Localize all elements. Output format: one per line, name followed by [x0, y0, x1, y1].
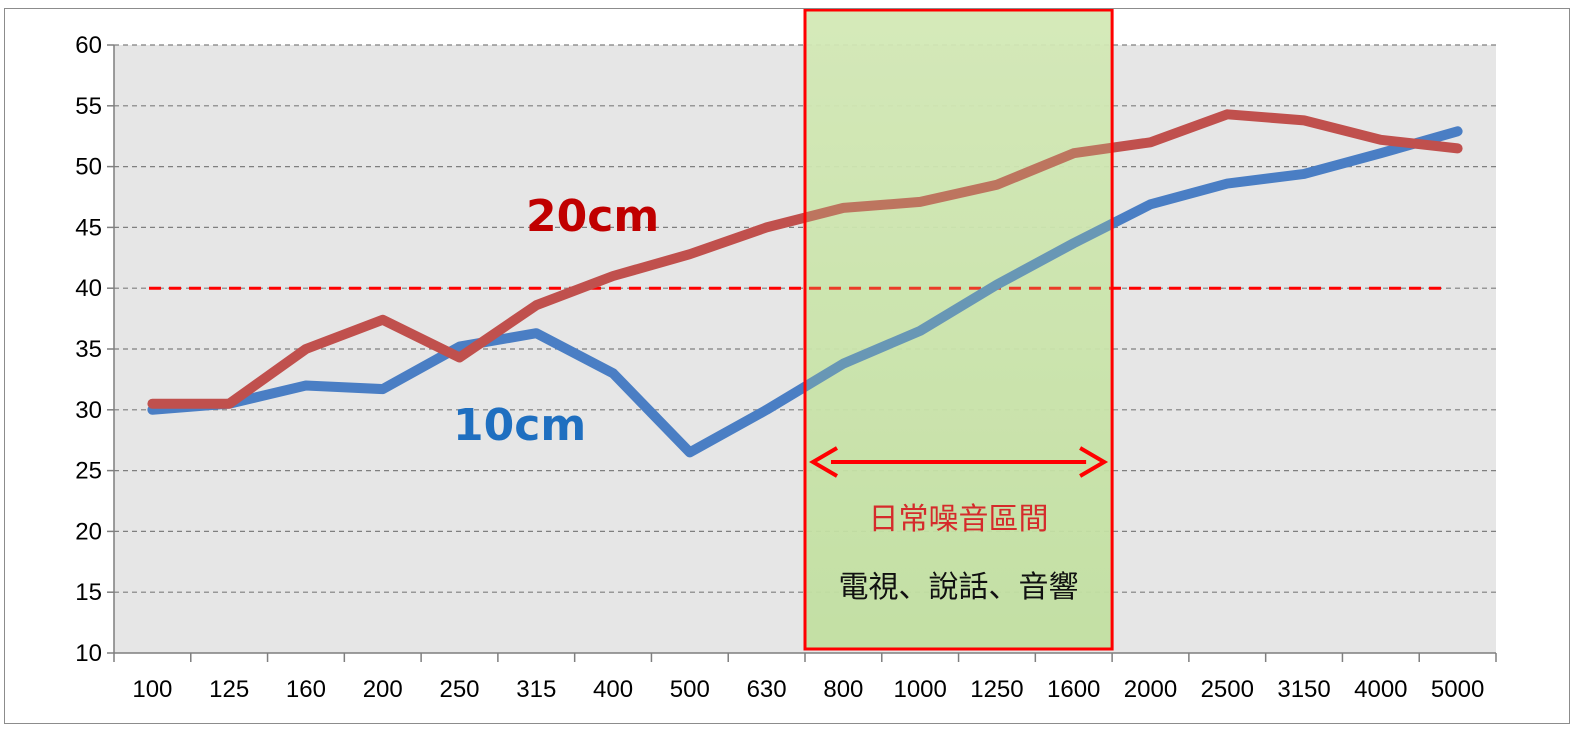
x-tick-label: 1250 [970, 676, 1023, 703]
x-tick-label: 160 [286, 676, 326, 703]
y-tick-label: 35 [75, 336, 102, 363]
y-tick-label: 20 [75, 518, 102, 545]
x-tick-label: 2500 [1201, 676, 1254, 703]
x-tick-label: 800 [823, 676, 863, 703]
x-tick-label: 630 [747, 676, 787, 703]
chart-frame: 10 15 20 25 30 35 40 45 50 55 60 100 125 160 200 250 315… [4, 8, 1570, 724]
y-tick-label: 60 [75, 32, 102, 59]
x-tick-label: 3150 [1277, 676, 1330, 703]
region-subtitle: 電視、說話、音響 [839, 570, 1079, 605]
x-tick-label: 500 [670, 676, 710, 703]
line-chart: 10 15 20 25 30 35 40 45 50 55 60 100 125 160 200 250 315… [75, 9, 1497, 703]
highlight-region-tint [805, 10, 1113, 649]
x-tick-label: 200 [363, 676, 403, 703]
region-title: 日常噪音區間 [869, 502, 1049, 537]
x-tick-label: 315 [516, 676, 556, 703]
x-tick-label: 2000 [1124, 676, 1177, 703]
y-tick-label: 40 [75, 275, 102, 302]
y-tick-label: 30 [75, 397, 102, 424]
x-tick-label: 4000 [1354, 676, 1407, 703]
x-tick-label: 400 [593, 676, 633, 703]
range-arrow-right-head [1079, 446, 1109, 478]
x-tick-label: 100 [132, 676, 172, 703]
series-label-10cm: 10cm [453, 400, 586, 451]
range-arrow-left-head [809, 446, 839, 478]
y-tick-label: 50 [75, 154, 102, 181]
x-tick-label: 1600 [1047, 676, 1100, 703]
series-label-20cm: 20cm [526, 191, 659, 242]
y-tick-label: 15 [75, 579, 102, 606]
highlight-region-border [803, 9, 1114, 651]
y-tick-label: 55 [75, 93, 102, 120]
y-tick-label: 25 [75, 458, 102, 485]
x-tick-label: 125 [209, 676, 249, 703]
highlight-region-fill [805, 10, 1113, 649]
y-tick-label: 45 [75, 214, 102, 241]
y-tick-label: 10 [75, 640, 102, 667]
x-tick-label: 250 [439, 676, 479, 703]
x-tick-label: 1000 [893, 676, 946, 703]
x-tick-label: 5000 [1431, 676, 1484, 703]
